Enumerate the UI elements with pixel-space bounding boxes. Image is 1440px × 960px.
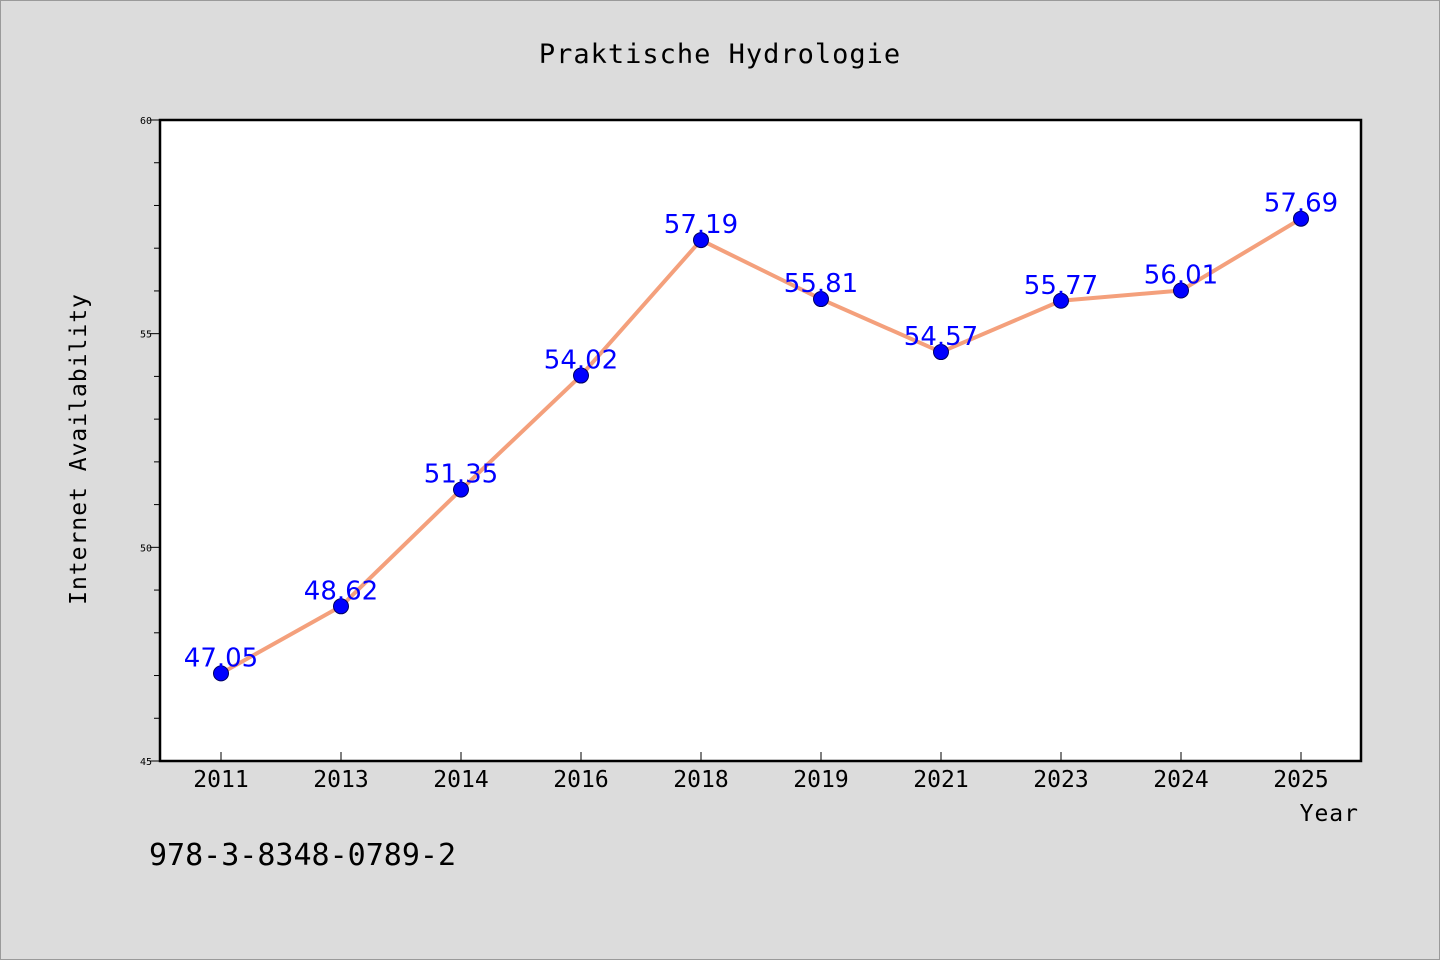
data-label: 57.19	[664, 210, 738, 240]
data-point	[333, 598, 349, 615]
data-point	[1293, 210, 1309, 227]
data-label: 48.62	[304, 576, 378, 606]
data-point	[213, 665, 229, 682]
y-tick-label: 45	[140, 757, 152, 768]
data-point	[933, 344, 949, 361]
x-tick-label: 2023	[1033, 767, 1088, 793]
x-tick-label: 2025	[1273, 767, 1328, 793]
data-point	[453, 481, 469, 498]
x-tick-label: 2019	[793, 767, 848, 793]
marker-group	[213, 210, 1309, 682]
data-point	[573, 367, 589, 384]
series-line-group	[219, 216, 1303, 676]
data-label: 55.77	[1024, 271, 1098, 301]
data-label: 47.05	[184, 643, 258, 673]
x-tick-label: 2016	[553, 767, 608, 793]
y-tick-label: 60	[140, 116, 152, 127]
data-point	[693, 232, 709, 249]
data-label-group: 47.05 48.62 51.35 54.02 57.19 55.81 54.57 55.77…	[184, 189, 1338, 674]
x-axis-label: Year	[1300, 801, 1359, 827]
data-label: 55.81	[784, 269, 858, 299]
data-label: 56.01	[1144, 261, 1218, 291]
data-point	[1173, 282, 1189, 299]
series-line	[219, 216, 1303, 676]
x-tick-label: 2024	[1153, 767, 1208, 793]
y-tick-label: 55	[140, 330, 152, 341]
data-label: 51.35	[424, 460, 498, 490]
isbn-text: 978-3-8348-0789-2	[149, 838, 456, 873]
data-point	[813, 291, 829, 308]
y-axis: 45 50 55 60	[140, 116, 160, 768]
data-point	[1053, 292, 1069, 309]
x-tick-label: 2011	[193, 767, 248, 793]
y-axis-label: Internet Availability	[66, 293, 92, 605]
x-tick-label: 2018	[673, 767, 728, 793]
data-label: 54.02	[544, 346, 618, 376]
y-tick-label: 50	[140, 543, 152, 554]
plot-area	[158, 118, 1363, 763]
data-label: 57.69	[1264, 189, 1338, 219]
chart-title: Praktische Hydrologie	[539, 39, 901, 70]
x-tick-label: 2014	[433, 767, 488, 793]
x-tick-label: 2013	[313, 767, 368, 793]
x-axis: 2011 2013 2014 2016 2018 2019 2021 2023 2024 2025	[193, 752, 1329, 793]
x-tick-label: 2021	[913, 767, 968, 793]
data-label: 54.57	[904, 322, 978, 352]
